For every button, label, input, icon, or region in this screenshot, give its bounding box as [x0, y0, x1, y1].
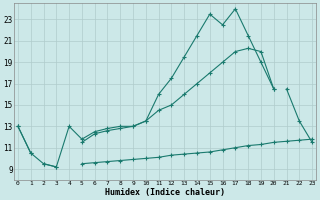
- X-axis label: Humidex (Indice chaleur): Humidex (Indice chaleur): [105, 188, 225, 197]
